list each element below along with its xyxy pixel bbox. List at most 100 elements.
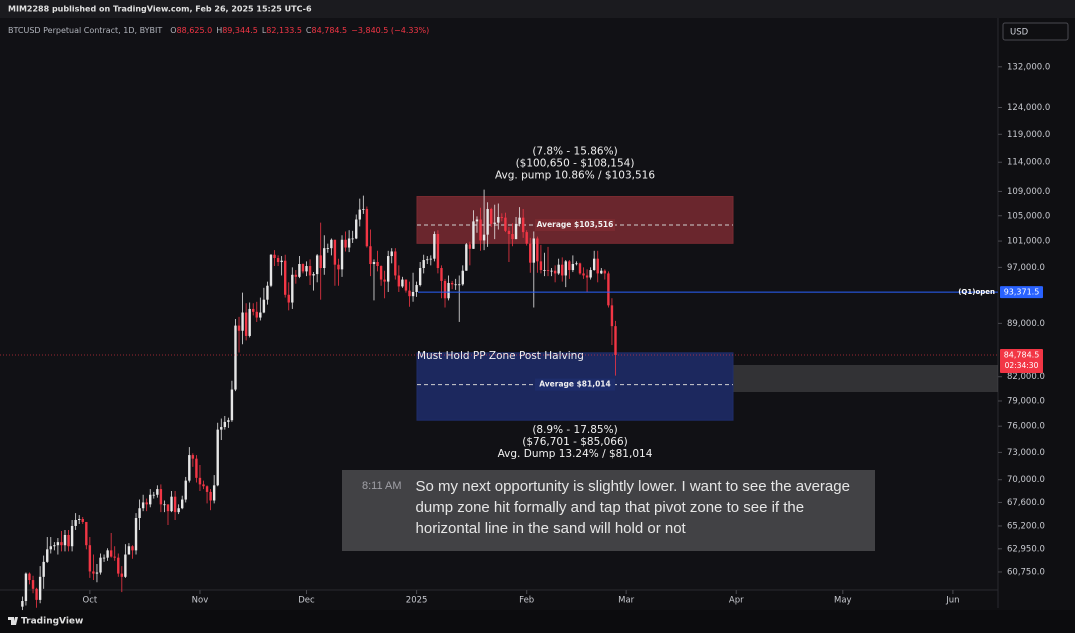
- candle-body: [383, 279, 386, 282]
- candle-body: [177, 508, 180, 513]
- candle-body: [514, 223, 518, 240]
- countdown: 02:34:30: [1005, 361, 1039, 370]
- currency-box: [1002, 22, 1069, 41]
- y-tick-label: 60,750.0: [1007, 567, 1045, 577]
- candle-body: [447, 282, 450, 299]
- ohlc-value: 89,344.5: [222, 26, 258, 35]
- candle-body: [372, 262, 376, 265]
- ohlc-value: 82,133.5: [266, 26, 302, 35]
- pivot-tag: [1000, 286, 1043, 299]
- candle-body: [102, 557, 106, 559]
- candle-body: [67, 535, 70, 547]
- candle-body: [230, 389, 234, 421]
- y-tick-label: 124,000.0: [1007, 103, 1050, 113]
- last-price-label: 84,784.5: [1004, 350, 1040, 359]
- candle-body: [106, 550, 109, 558]
- candle-body: [266, 285, 269, 300]
- candle-body: [561, 264, 564, 276]
- candle-body: [323, 248, 326, 269]
- y-tick-label: 119,000.0: [1007, 130, 1050, 140]
- ohlc-value: 84,784.5: [312, 26, 348, 35]
- pivot-name: (Q1)open: [958, 288, 995, 296]
- candle-body: [585, 275, 589, 278]
- candle-body: [287, 294, 290, 303]
- message: 8:11 AM So my next opportunity is slight…: [342, 470, 875, 551]
- candle-body: [188, 455, 191, 481]
- candle-body: [486, 208, 489, 235]
- candle-body: [241, 312, 244, 331]
- candle-body: [546, 270, 550, 271]
- candle-body: [42, 561, 45, 577]
- candle-body: [458, 284, 461, 286]
- candle-body: [557, 264, 560, 274]
- candle-body: [269, 254, 273, 286]
- candle-body: [138, 508, 141, 519]
- candle-body: [21, 601, 24, 607]
- candle-body: [607, 273, 610, 306]
- candle-body: [401, 279, 404, 287]
- candle-body: [507, 230, 511, 235]
- candle-body: [504, 217, 507, 231]
- y-tick-label: 114,000.0: [1007, 158, 1050, 168]
- candle-body: [234, 325, 237, 390]
- candle-body: [237, 325, 241, 331]
- candle-body: [500, 217, 504, 218]
- y-tick-label: 79,000.0: [1007, 396, 1045, 406]
- candle-body: [280, 260, 283, 263]
- candle-body: [63, 535, 67, 546]
- candle-body: [49, 546, 52, 550]
- candle-body: [149, 494, 152, 505]
- candle-body: [209, 491, 212, 501]
- candle-body: [81, 519, 84, 522]
- candle-body: [31, 580, 35, 589]
- candle-body: [340, 239, 344, 270]
- footer-brand: TradingView: [21, 617, 83, 627]
- highlight-band: [733, 365, 998, 392]
- ohlc-key: L: [262, 26, 267, 35]
- average-label: Average $103,516: [537, 220, 614, 229]
- candle-body: [429, 258, 433, 260]
- y-tick-label: 89,000.0: [1007, 319, 1045, 329]
- candle-body: [78, 519, 81, 520]
- candle-body: [202, 484, 205, 487]
- candle-body: [525, 232, 528, 244]
- candle-body: [56, 542, 60, 546]
- zone-text: Avg. Dump 13.24% / $81,014: [498, 448, 653, 460]
- candle-body: [216, 429, 219, 486]
- candle-body: [88, 545, 92, 572]
- candle-body: [344, 239, 347, 248]
- candle-body: [220, 427, 223, 430]
- candle-body: [426, 259, 429, 261]
- x-tick-label: Mar: [618, 596, 635, 606]
- y-tick-label: 101,000.0: [1007, 237, 1050, 247]
- candle-body: [145, 502, 148, 505]
- candle-body: [223, 421, 227, 428]
- candle-body: [180, 499, 184, 509]
- ohlc-value: 88,625.0: [177, 26, 213, 35]
- candle-body: [276, 258, 280, 263]
- candle-body: [141, 502, 145, 509]
- average-label-bg: [535, 219, 615, 232]
- candle-body: [347, 238, 351, 248]
- candle-body: [92, 571, 95, 574]
- candle-body: [550, 270, 553, 272]
- symbol-line: BTCUSD Perpetual Contract, 1D, BYBIT O88,…: [8, 26, 429, 35]
- candle-body: [212, 485, 216, 501]
- candle-body: [38, 576, 42, 600]
- candle-body: [124, 554, 127, 577]
- zone-text: ($76,701 - $85,066): [522, 436, 628, 448]
- candle-body: [355, 219, 358, 239]
- y-tick-label: 82,000.0: [1007, 372, 1045, 382]
- candle-body: [305, 266, 308, 272]
- candle-body: [333, 239, 337, 265]
- candle-body: [308, 266, 312, 276]
- candle-body: [610, 305, 614, 327]
- candle-body: [173, 496, 177, 513]
- publisher: MIM2288 published on TradingView.com, Fe…: [8, 5, 312, 14]
- y-tick-label: 97,000.0: [1007, 263, 1045, 273]
- candle-body: [511, 234, 514, 240]
- y-tick-label: 67,600.0: [1007, 498, 1045, 508]
- zone-text: ($100,650 - $108,154): [516, 158, 635, 170]
- y-tick-label: 109,000.0: [1007, 187, 1050, 197]
